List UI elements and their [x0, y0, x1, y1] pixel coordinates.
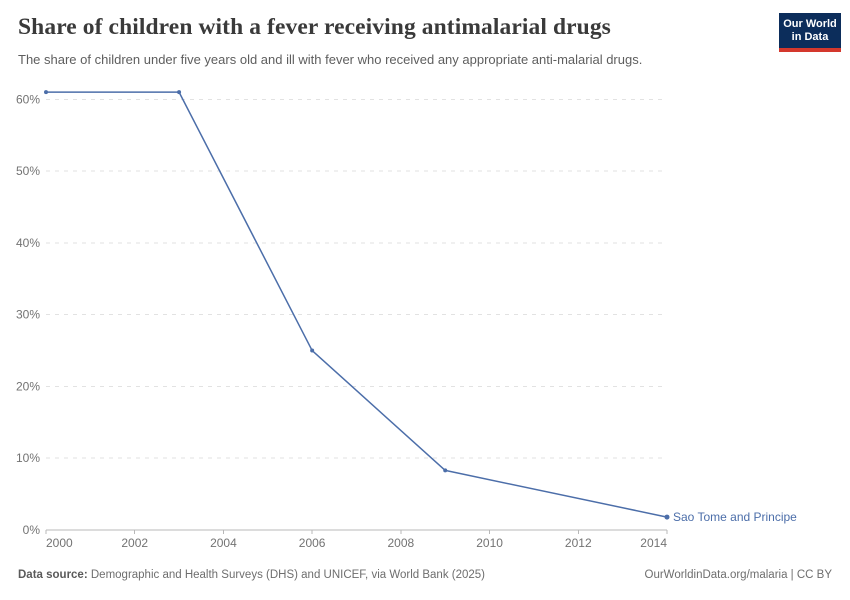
y-tick-label-30: 30%	[16, 308, 40, 322]
owid-logo-line2: in Data	[791, 30, 829, 43]
x-tick-label-2014: 2014	[640, 536, 667, 550]
series-label: Sao Tome and Principe	[673, 510, 797, 524]
x-tick-label-2008: 2008	[388, 536, 415, 550]
y-tick-label-60: 60%	[16, 92, 40, 106]
x-tick-label-2004: 2004	[210, 536, 237, 550]
data-point-marker[interactable]	[310, 348, 315, 353]
data-point-marker[interactable]	[44, 90, 48, 95]
y-tick-label-0: 0%	[23, 523, 41, 537]
data-source-note: Data source: Demographic and Health Surv…	[18, 569, 485, 581]
owid-logo-line1: Our World	[783, 17, 837, 30]
chart-subtitle: The share of children under five years o…	[18, 52, 643, 67]
x-tick-label-2006: 2006	[299, 536, 326, 550]
x-tick-label-2010: 2010	[476, 536, 503, 550]
owid-logo-text: Our World in Data	[779, 13, 841, 48]
owid-logo[interactable]: Our World in Data	[779, 13, 841, 52]
series-line[interactable]	[45, 91, 668, 518]
data-point-marker[interactable]	[664, 514, 670, 520]
chart-footer: Data source: Demographic and Health Surv…	[18, 569, 832, 581]
x-tick-label-2000: 2000	[46, 536, 73, 550]
y-tick-label-10: 10%	[16, 451, 40, 465]
owid-logo-accent-bar	[779, 48, 841, 52]
chart-title: Share of children with a fever receiving…	[18, 14, 611, 40]
y-tick-label-40: 40%	[16, 236, 40, 250]
x-tick-label-2002: 2002	[121, 536, 148, 550]
owid-credit-link[interactable]: OurWorldinData.org/malaria | CC BY	[644, 569, 832, 581]
y-tick-label-50: 50%	[16, 164, 40, 178]
data-source-label: Data source:	[18, 569, 88, 581]
data-point-marker[interactable]	[443, 468, 448, 473]
data-source-text: Demographic and Health Surveys (DHS) and…	[87, 569, 486, 581]
x-tick-label-2012: 2012	[565, 536, 592, 550]
data-point-marker[interactable]	[177, 90, 182, 95]
y-tick-label-20: 20%	[16, 379, 40, 393]
